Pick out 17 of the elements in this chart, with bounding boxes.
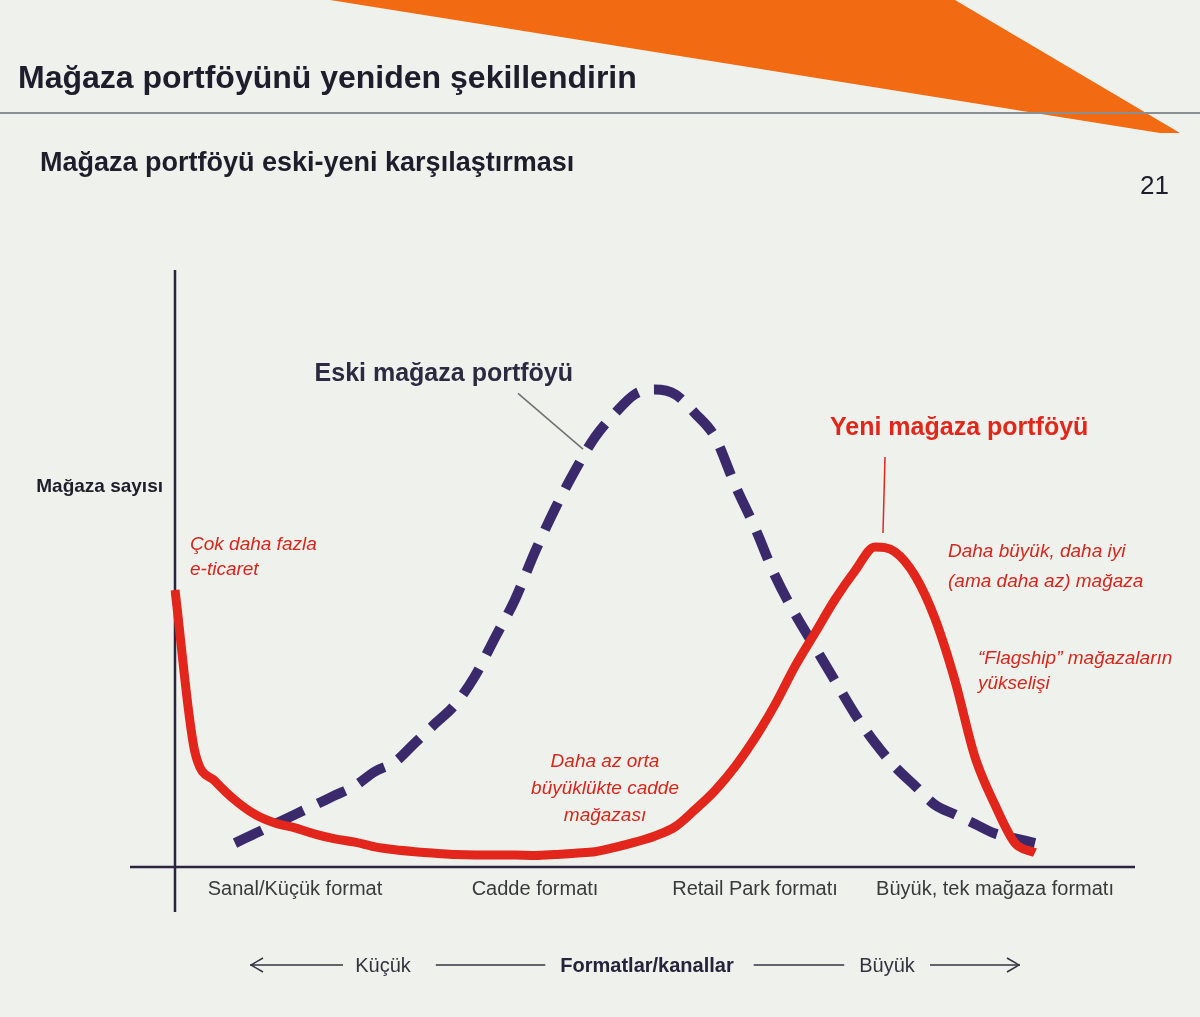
text: Büyük: [859, 954, 916, 976]
annotation: “Flagship” mağazaların yükselişi: [976, 647, 1173, 693]
annotation: Daha az orta büyüklükte cadde mağazası: [531, 750, 679, 825]
chart-subtitle: Mağaza portföyü eski-yeni karşılaştırması: [40, 146, 575, 178]
annotation: Daha büyük, daha iyi (ama daha az) mağaza: [948, 540, 1144, 591]
text: 21: [1140, 170, 1169, 200]
x-axis-title: Formatlar/kanallar: [560, 954, 734, 976]
y-axis-title: Mağaza sayısı: [36, 475, 163, 496]
x-tick-label: Sanal/Küçük format: [207, 876, 383, 899]
x-tick-label: Retail Park formatı: [672, 876, 838, 899]
annotation: Çok daha fazla e-ticaret: [190, 533, 317, 579]
x-tick-label: Cadde formatı: [471, 876, 599, 899]
text: Küçük: [355, 954, 412, 976]
series-label: Eski mağaza portföyü: [314, 358, 573, 387]
chart-title: Mağaza portföyünü yeniden şekillendirin: [18, 58, 637, 96]
text: Yeni mağaza portföyü: [830, 412, 1089, 441]
x-tick-label: Büyük, tek mağaza formatı: [876, 876, 1114, 899]
